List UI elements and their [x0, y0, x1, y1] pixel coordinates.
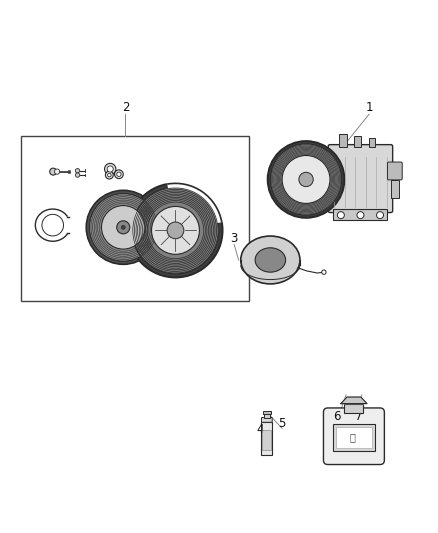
Circle shape — [128, 183, 223, 277]
Circle shape — [121, 225, 125, 229]
Circle shape — [377, 212, 384, 219]
Bar — [263, 411, 271, 414]
Bar — [391, 180, 399, 198]
FancyBboxPatch shape — [323, 408, 385, 465]
Text: PAG: PAG — [263, 438, 271, 442]
Bar — [261, 422, 272, 455]
Circle shape — [357, 212, 364, 219]
Circle shape — [107, 166, 113, 172]
Circle shape — [117, 172, 121, 176]
Circle shape — [54, 169, 60, 174]
Circle shape — [152, 206, 199, 254]
Circle shape — [102, 206, 145, 249]
Circle shape — [49, 168, 57, 175]
Text: 7: 7 — [354, 410, 362, 423]
Circle shape — [89, 193, 157, 261]
Bar — [333, 209, 388, 220]
Bar — [264, 414, 270, 418]
Text: Ⓡ: Ⓡ — [350, 432, 356, 442]
Circle shape — [268, 141, 344, 218]
Circle shape — [322, 270, 326, 274]
Bar — [354, 136, 361, 147]
Circle shape — [115, 170, 123, 179]
Bar — [21, 136, 250, 301]
Ellipse shape — [255, 248, 286, 272]
Circle shape — [108, 173, 111, 177]
Text: 2: 2 — [122, 101, 129, 114]
Bar — [369, 138, 375, 147]
Circle shape — [86, 190, 160, 264]
Text: 1: 1 — [365, 101, 373, 114]
Polygon shape — [341, 397, 367, 403]
Bar — [333, 424, 375, 450]
Text: 6: 6 — [333, 410, 340, 423]
Text: 5: 5 — [279, 417, 286, 430]
Circle shape — [132, 187, 219, 274]
Circle shape — [299, 172, 313, 187]
Circle shape — [337, 212, 344, 219]
Circle shape — [75, 168, 80, 173]
Circle shape — [105, 163, 116, 175]
Bar — [262, 430, 272, 450]
Circle shape — [75, 173, 80, 177]
Text: 3: 3 — [230, 232, 238, 245]
FancyBboxPatch shape — [261, 417, 272, 422]
Circle shape — [106, 171, 113, 179]
Text: 4: 4 — [257, 423, 264, 436]
Bar — [339, 134, 346, 147]
Circle shape — [270, 144, 342, 215]
FancyBboxPatch shape — [388, 162, 402, 180]
Ellipse shape — [241, 236, 300, 284]
Bar — [344, 403, 364, 413]
Circle shape — [282, 156, 330, 204]
FancyBboxPatch shape — [328, 144, 392, 213]
Bar — [336, 427, 372, 448]
Circle shape — [167, 222, 184, 239]
Circle shape — [117, 221, 130, 234]
